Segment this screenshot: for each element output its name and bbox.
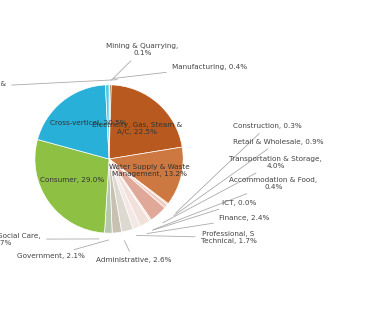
- Wedge shape: [109, 159, 133, 232]
- Wedge shape: [38, 85, 109, 159]
- Text: Agriculture, Forestry &
Fishing, 0.8%: Agriculture, Forestry & Fishing, 0.8%: [0, 80, 117, 94]
- Wedge shape: [109, 159, 168, 205]
- Wedge shape: [109, 85, 182, 159]
- Wedge shape: [109, 159, 150, 226]
- Text: Administrative, 2.6%: Administrative, 2.6%: [96, 240, 171, 263]
- Text: Retail & Wholesale, 0.9%: Retail & Wholesale, 0.9%: [174, 139, 323, 216]
- Wedge shape: [109, 147, 183, 204]
- Wedge shape: [109, 159, 122, 233]
- Text: Professional, S
Technical, 1.7%: Professional, S Technical, 1.7%: [136, 231, 256, 244]
- Text: Finance, 2.4%: Finance, 2.4%: [147, 215, 269, 233]
- Wedge shape: [109, 159, 150, 221]
- Wedge shape: [109, 159, 151, 221]
- Wedge shape: [109, 85, 111, 159]
- Text: Government, 2.1%: Government, 2.1%: [17, 240, 109, 259]
- Text: Accommodation & Food,
0.4%: Accommodation & Food, 0.4%: [153, 177, 318, 230]
- Text: Water Supply & Waste
Management, 13.2%: Water Supply & Waste Management, 13.2%: [109, 164, 190, 177]
- Wedge shape: [35, 140, 109, 233]
- Wedge shape: [105, 159, 112, 233]
- Text: Electricity, Gas, Steam &
A/C, 22.5%: Electricity, Gas, Steam & A/C, 22.5%: [92, 121, 182, 135]
- Text: Mining & Quarrying,
0.1%: Mining & Quarrying, 0.1%: [106, 43, 178, 80]
- Text: Construction, 0.3%: Construction, 0.3%: [176, 123, 302, 213]
- Wedge shape: [105, 85, 109, 159]
- Text: ICT, 0.0%: ICT, 0.0%: [153, 200, 257, 230]
- Text: Health & Social Care,
1.7%: Health & Social Care, 1.7%: [0, 233, 99, 246]
- Text: Consumer, 29.0%: Consumer, 29.0%: [41, 176, 105, 183]
- Wedge shape: [109, 159, 165, 220]
- Text: Transportation & Storage,
4.0%: Transportation & Storage, 4.0%: [163, 156, 322, 223]
- Text: Cross-vertical, 20.5%: Cross-vertical, 20.5%: [50, 120, 126, 126]
- Wedge shape: [109, 159, 167, 208]
- Wedge shape: [109, 159, 140, 229]
- Text: Manufacturing, 0.4%: Manufacturing, 0.4%: [113, 65, 247, 79]
